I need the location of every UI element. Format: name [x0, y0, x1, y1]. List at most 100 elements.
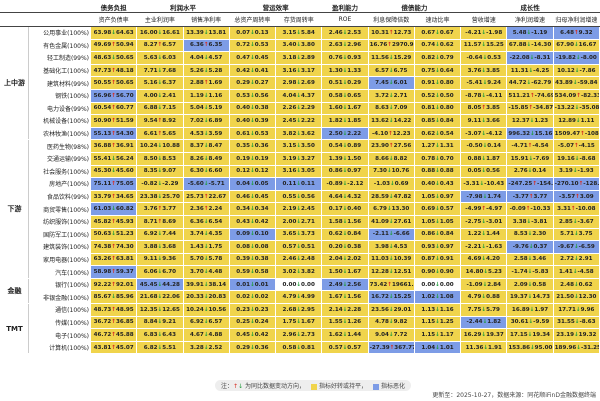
industry-name: 商贸零售(100%): [28, 202, 91, 216]
trend-arrow: ↓: [572, 269, 578, 276]
indicator-cell: 30.61↓-9.59: [506, 315, 554, 330]
trend-arrow: ↓: [482, 319, 488, 326]
trend-arrow: ↓: [342, 54, 348, 61]
trend-arrow: ↓: [342, 294, 348, 301]
indicator-cell: -19.82↓-8.00: [552, 51, 600, 65]
indicator-cell: 6.83↓6.43: [136, 328, 184, 342]
indicator-cell: 2.85↓-3.67: [552, 214, 600, 229]
group-header: 利润水平: [136, 0, 230, 13]
trend-arrow: ↓: [342, 269, 348, 276]
indicator-cell: 3.70↓4.48: [182, 265, 230, 279]
indicator-cell: 5.26↓5.28: [182, 63, 230, 78]
trend-arrow: ↑: [203, 42, 209, 49]
indicator-cell: 43.81↑45.07: [89, 340, 138, 355]
indicator-cell: 2.36↑2.24: [182, 202, 230, 216]
indicator-cell: 3.16↓3.05: [275, 164, 323, 179]
indicator-cell: 11.57↓15.25: [460, 38, 508, 53]
trend-arrow: ↓: [435, 243, 440, 250]
indicator-cell: 6.82↓5.51: [136, 340, 184, 355]
trend-arrow: ↓: [296, 269, 302, 276]
trend-arrow: ↓: [573, 42, 579, 49]
indicator-cell: 5.16↓6.37: [136, 76, 184, 90]
trend-arrow: ↓: [575, 54, 581, 61]
indicator-cell: 58.98↑59.37: [89, 265, 138, 279]
trend-arrow: ↑: [388, 29, 394, 36]
indicator-cell: 6.61↑5.65: [136, 126, 184, 141]
trend-arrow: ↑: [525, 206, 531, 213]
trend-arrow: ↓: [296, 168, 302, 175]
indicator-cell: 21.50↓12.30: [552, 290, 600, 305]
indicator-cell: 2.09↓0.58: [506, 277, 554, 292]
indicator-cell: 1.22↓1.44: [460, 227, 508, 242]
trend-arrow: ↓: [435, 294, 440, 301]
indicator-cell: 67.88↓-14.30: [506, 38, 554, 53]
indicator-cell: 8.66↓8.82: [367, 151, 415, 166]
corner: [0, 0, 91, 13]
trend-arrow: ↑: [387, 42, 392, 49]
indicator-cell: 63.98↓64.63: [89, 26, 138, 40]
indicator-cell: 3.76↑3.77: [136, 202, 184, 216]
indicator-cell: -270.10↑-128.70: [552, 177, 600, 191]
indicator-cell: 23.56↓29.01: [367, 303, 415, 317]
legend-label: 指标好转或持平，: [319, 383, 368, 390]
trend-arrow: ↓: [250, 168, 255, 175]
indicator-cell: 10.24↓10.56: [182, 303, 230, 317]
trend-arrow: ↓: [435, 155, 440, 162]
table-row: 建筑装饰(100%) 74.38↑74.30 3.88↓3.68 1.43↓1.75 0…: [1, 240, 600, 254]
trend-arrow: ↓: [296, 67, 302, 74]
indicator-cell: -2.44↓1.82: [460, 315, 508, 330]
trend-arrow: ↓: [575, 117, 581, 124]
trend-arrow: ↓: [157, 281, 163, 288]
indicator-cell: 16.00↓16.61: [136, 26, 184, 40]
trend-arrow: ↑: [532, 180, 537, 187]
indicator-cell: 6.36↓6.54: [182, 214, 230, 229]
trend-arrow: ↓: [250, 294, 255, 301]
indicator-cell: 4.00↓2.41: [136, 88, 184, 103]
indicator-cell: 0.23↓0.23: [228, 303, 277, 317]
trend-arrow: ↓: [157, 319, 163, 326]
section-label: TMT: [0, 303, 29, 355]
trend-arrow: ↑: [111, 130, 116, 137]
trend-arrow: ↓: [296, 193, 302, 200]
column-header: 净利润增速: [506, 12, 554, 27]
trend-arrow: ↓: [157, 332, 163, 339]
trend-arrow: ↓: [481, 256, 487, 263]
indicator-cell: -22.08↓-8.31: [506, 51, 554, 65]
trend-arrow: ↓: [250, 180, 255, 187]
group-header: 债务负担: [89, 0, 138, 13]
indicator-cell: 0.82↓0.79: [413, 51, 462, 65]
trend-arrow: ↓: [296, 155, 302, 162]
indicator-cell: -4.21↓-1.98: [460, 26, 508, 40]
table-row: 房地产(100%) 75.11↑75.05 -0.82↓-2.29 -5.60↓-5.…: [1, 177, 600, 191]
indicator-cell: -1.09↓2.84: [460, 277, 508, 292]
industry-name: 农林牧渔(100%): [28, 126, 91, 141]
indicator-cell: -4.99↑-4.97: [460, 202, 508, 216]
trend-arrow: ↓: [342, 155, 348, 162]
trend-arrow: ↑: [157, 130, 163, 137]
indicator-cell: 0.88↓0.88: [413, 164, 462, 179]
trend-arrow: ↓: [482, 281, 488, 288]
indicator-cell: -27.39↑367.77: [367, 340, 415, 355]
indicator-cell: 4.67↓4.88: [182, 328, 230, 342]
trend-arrow: ↓: [481, 67, 487, 74]
trend-arrow: ↓: [157, 231, 163, 238]
indicator-cell: 11.36↓1.91: [460, 340, 508, 355]
table-row: 电子(100%) 46.72↑45.88 6.83↓6.43 4.67↓4.88 0.4…: [1, 328, 600, 342]
trend-arrow: ↓: [388, 155, 394, 162]
indicator-cell: 46.72↑45.88: [89, 328, 138, 342]
table-row: 商贸零售(100%) 61.03↓60.82 3.76↑3.77 2.36↑2.24 0…: [1, 202, 600, 216]
indicator-cell: 92.22↑92.01: [89, 277, 138, 292]
trend-arrow: ↓: [296, 117, 302, 124]
trend-arrow: ↓: [157, 344, 163, 351]
trend-arrow: ↓: [481, 294, 487, 301]
indicator-cell: 44.72↓-62.79: [506, 76, 554, 90]
table-row: 食品饮料(99%) 33.79↑34.65 23.38↓25.70 25.73↑22.…: [1, 189, 600, 204]
indicator-table: 债务负担 利润水平 营运效率 盈利能力 偿债能力 成长性 资产负债率 主业利润率 销售净利率总…: [0, 0, 600, 355]
indicator-cell: 0.47↓0.45: [228, 51, 277, 65]
trend-arrow: ↑: [570, 206, 576, 213]
indicator-cell: 0.40↓0.43: [413, 177, 462, 191]
trend-arrow: ↑: [111, 344, 116, 351]
table-row: 传媒(100%) 36.72↑36.85 8.84↓9.21 6.92↓6.57 0.2…: [1, 315, 600, 330]
trend-arrow: ↑: [111, 243, 116, 250]
trend-arrow: ↑: [111, 143, 116, 150]
